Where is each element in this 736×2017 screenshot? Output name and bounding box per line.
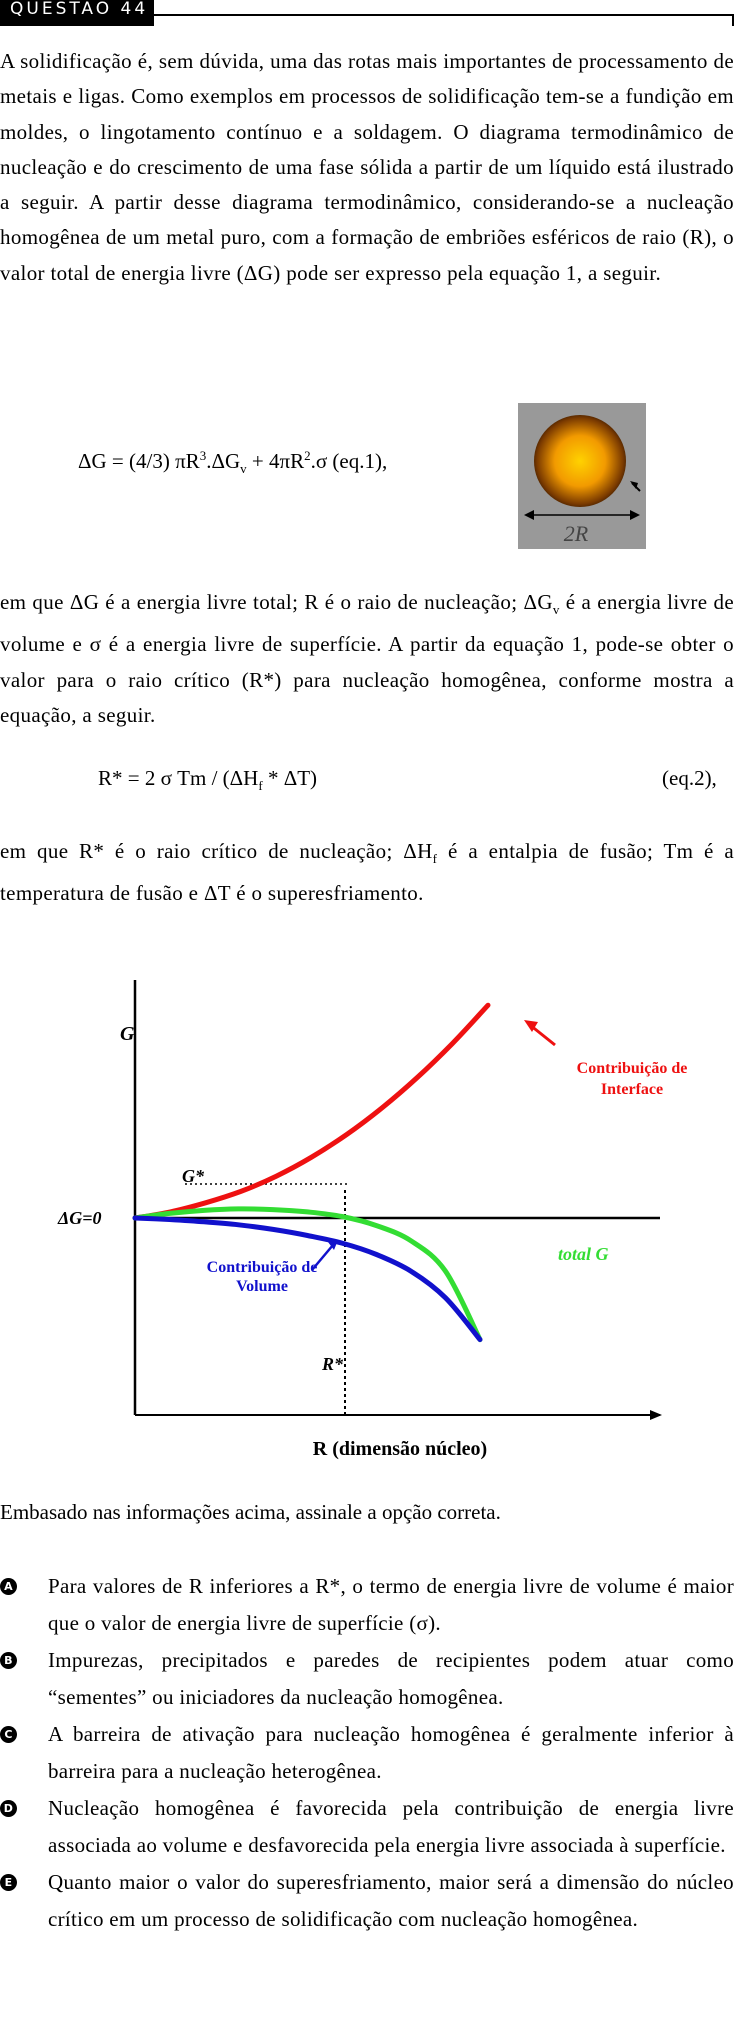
volume-curve <box>132 1215 483 1343</box>
option-b-badge: B <box>0 1652 17 1669</box>
option-e-text: Quanto maior o valor do superesfriamento… <box>48 1870 734 1931</box>
x-axis-arrow <box>650 1410 662 1420</box>
total-g-label: total G <box>558 1244 609 1264</box>
option-c-text: A barreira de ativação para nucleação ho… <box>48 1722 734 1783</box>
interface-label-2: Interface <box>601 1081 663 1098</box>
option-c-badge: C <box>0 1726 17 1743</box>
option-c[interactable]: C A barreira de ativação para nucleação h… <box>0 1716 734 1790</box>
rstar-label: R* <box>321 1354 344 1374</box>
option-b[interactable]: B Impurezas, precipitados e paredes de re… <box>0 1642 734 1716</box>
option-a-badge: A <box>0 1578 17 1595</box>
nucleus-sphere <box>534 415 626 507</box>
paragraph-3: em que R* é o raio crítico de nucleação;… <box>0 839 734 906</box>
question-number-label: QUESTÃO 44 <box>0 0 154 26</box>
interface-curve <box>132 1002 491 1221</box>
option-a[interactable]: A Para valores de R inferiores a R*, o te… <box>0 1568 734 1642</box>
paragraph-2: em que ΔG é a energia livre total; R é o… <box>0 590 734 728</box>
option-d-badge: D <box>0 1800 17 1817</box>
equation-1: ΔG = (4/3) πR3.ΔGv + 4πR2.σ (eq.1), <box>78 448 388 477</box>
nucleation-diagram: G ΔG=0 G* R* R (dimensão núcleo) Contrib… <box>50 960 690 1485</box>
volume-label-1: Contribuição de <box>207 1259 318 1276</box>
question-prompt: Embasado nas informações acima, assinale… <box>0 1500 501 1524</box>
zero-label: ΔG=0 <box>57 1208 102 1228</box>
header-rule <box>154 14 734 16</box>
equation-2-number: (eq.2), <box>662 766 717 790</box>
volume-label-2: Volume <box>236 1278 288 1295</box>
option-d[interactable]: D Nucleação homogênea é favorecida pela c… <box>0 1790 734 1864</box>
y-axis-label: G <box>120 1023 135 1045</box>
diameter-label: 2R <box>564 521 589 546</box>
option-d-text: Nucleação homogênea é favorecida pela co… <box>48 1796 734 1857</box>
option-b-text: Impurezas, precipitados e paredes de rec… <box>48 1648 734 1709</box>
option-a-text: Para valores de R inferiores a R*, o ter… <box>48 1574 734 1635</box>
answer-options: A Para valores de R inferiores a R*, o te… <box>0 1568 734 1938</box>
total-g-curve <box>132 1206 483 1343</box>
volume-arrow <box>311 1244 334 1271</box>
intro-paragraph: A solidificação é, sem dúvida, uma das r… <box>0 49 734 285</box>
x-axis-label: R (dimensão núcleo) <box>313 1438 487 1460</box>
gstar-label: G* <box>182 1166 205 1186</box>
header-rule-end <box>732 14 734 26</box>
sphere-illustration: 2R <box>518 403 646 549</box>
interface-label-1: Contribuição de <box>577 1060 688 1077</box>
equation-2: R* = 2 σ Tm / (ΔHf * ΔT) <box>98 766 318 794</box>
option-e-badge: E <box>0 1874 17 1891</box>
question-header: QUESTÃO 44 <box>0 0 736 28</box>
option-e[interactable]: E Quanto maior o valor do superesfriament… <box>0 1864 734 1938</box>
